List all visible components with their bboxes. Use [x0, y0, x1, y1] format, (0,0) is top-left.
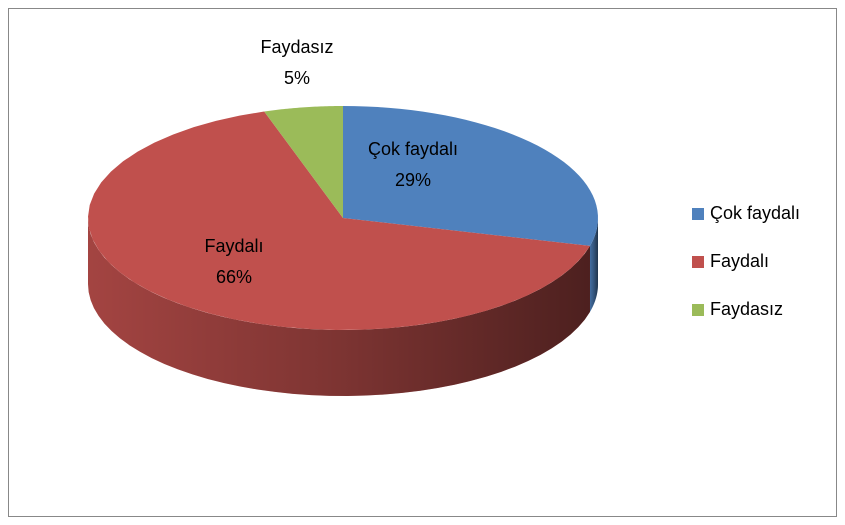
pie-slice [264, 106, 343, 218]
pie-slice [343, 106, 598, 246]
legend-label: Faydasız [710, 299, 783, 319]
data-label-value: 5% [284, 68, 310, 88]
data-label-name: Çok faydalı [368, 139, 458, 159]
pie-slice [88, 111, 590, 330]
legend-label: Faydalı [710, 251, 769, 271]
legend-label: Çok faydalı [710, 203, 800, 223]
pie-side-shade [589, 218, 598, 312]
data-label-value: 66% [216, 267, 252, 287]
data-label-name: Faydasız [260, 37, 333, 57]
data-label-name: Faydalı [204, 236, 263, 256]
legend-swatch [692, 208, 704, 220]
data-label-value: 29% [395, 170, 431, 190]
pie-side-shade [88, 218, 590, 396]
legend-swatch [692, 304, 704, 316]
legend-swatch [692, 256, 704, 268]
